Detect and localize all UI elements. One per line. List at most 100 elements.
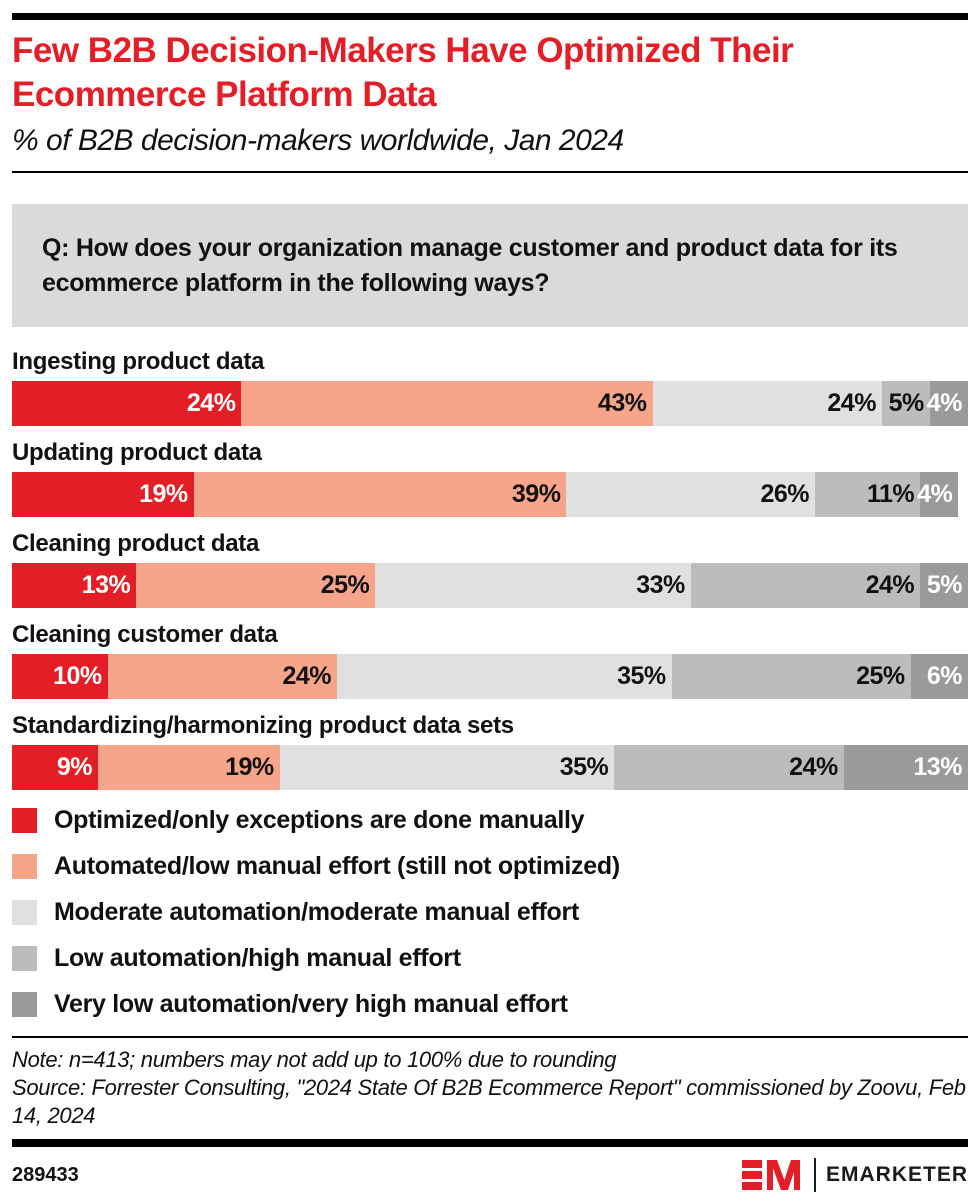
chart-subtitle: % of B2B decision-makers worldwide, Jan … xyxy=(12,124,624,158)
bar-segment: 25% xyxy=(136,563,376,609)
category-label: Cleaning customer data xyxy=(12,621,278,649)
bar-group: Cleaning product data 13% 25% 33% 24% 5% xyxy=(12,530,968,609)
segment-value-label: 26% xyxy=(760,480,809,509)
footer: 289433 EMARKETER xyxy=(12,1158,968,1202)
legend-item: Optimized/only exceptions are done manua… xyxy=(12,806,968,835)
bottom-rule xyxy=(12,1139,968,1147)
page-title: Few B2B Decision-Makers Have Optimized T… xyxy=(12,31,794,115)
legend-label: Optimized/only exceptions are done manua… xyxy=(54,806,585,835)
legend-swatch-icon xyxy=(12,854,37,880)
bar-segment: 43% xyxy=(241,381,653,427)
legend-label: Low automation/high manual effort xyxy=(54,944,461,973)
header-divider xyxy=(12,171,968,174)
stacked-bar: 19% 39% 26% 11% 4% xyxy=(12,472,968,518)
segment-value-label: 11% xyxy=(866,480,915,509)
bar-segment: 13% xyxy=(12,563,137,609)
segment-value-label: 19% xyxy=(225,753,274,782)
category-label: Cleaning product data xyxy=(12,530,260,558)
bar-group: Updating product data 19% 39% 26% 11% 4% xyxy=(12,439,968,518)
bar-segment: 24% xyxy=(12,381,242,427)
bar-segment: 10% xyxy=(12,654,108,700)
segment-value-label: 5% xyxy=(888,389,925,418)
question-box: Q: How does your organization manage cus… xyxy=(12,204,968,328)
bar-segment: 24% xyxy=(107,654,338,700)
bar-segment: 25% xyxy=(671,654,911,700)
legend-label: Automated/low manual effort (still not o… xyxy=(54,852,620,881)
segment-value-label: 4% xyxy=(926,389,963,418)
segment-value-label: 35% xyxy=(617,662,666,691)
legend-label: Very low automation/very high manual eff… xyxy=(54,990,568,1019)
category-label: Standardizing/harmonizing product data s… xyxy=(12,712,514,740)
chart-legend: Optimized/only exceptions are done manua… xyxy=(12,806,968,1019)
stacked-bar: 9% 19% 35% 24% 13% xyxy=(12,745,968,791)
question-text: Q: How does your organization manage cus… xyxy=(42,234,898,297)
legend-label: Moderate automation/moderate manual effo… xyxy=(54,898,579,927)
bar-segment: 35% xyxy=(279,745,615,791)
segment-value-label: 25% xyxy=(856,662,905,691)
segment-value-label: 13% xyxy=(81,571,131,600)
segment-value-label: 25% xyxy=(320,571,370,600)
segment-value-label: 24% xyxy=(282,662,332,691)
bar-segment: 35% xyxy=(337,654,672,700)
segment-value-label: 43% xyxy=(597,389,647,418)
bar-group: Standardizing/harmonizing product data s… xyxy=(12,712,968,791)
segment-value-label: 5% xyxy=(926,571,963,600)
bar-segment: 19% xyxy=(98,745,280,791)
segment-value-label: 33% xyxy=(636,571,685,600)
bar-segment: 13% xyxy=(843,745,968,791)
bar-segment: 5% xyxy=(881,381,930,427)
segment-value-label: 24% xyxy=(827,389,876,418)
bar-segment: 19% xyxy=(12,472,194,518)
top-rule xyxy=(12,13,968,20)
segment-value-label: 13% xyxy=(913,753,962,782)
bar-group: Cleaning customer data 10% 24% 35% 25% 6% xyxy=(12,621,968,700)
legend-item: Low automation/high manual effort xyxy=(12,944,968,973)
legend-swatch-icon xyxy=(12,900,37,926)
segment-value-label: 10% xyxy=(53,662,102,691)
chart-source: Source: Forrester Consulting, "2024 Stat… xyxy=(12,1075,966,1129)
notes-divider xyxy=(12,1036,968,1039)
legend-item: Automated/low manual effort (still not o… xyxy=(12,852,968,881)
chart-note: Note: n=413; numbers may not add up to 1… xyxy=(12,1047,617,1073)
stacked-bar: 10% 24% 35% 25% 6% xyxy=(12,654,968,700)
bar-segment: 6% xyxy=(910,654,968,700)
emarketer-logo: EMARKETER xyxy=(741,1158,968,1192)
bar-segment: 24% xyxy=(614,745,844,791)
segment-value-label: 24% xyxy=(186,389,236,418)
segment-value-label: 35% xyxy=(559,753,609,782)
category-label: Updating product data xyxy=(12,439,262,467)
bar-segment: 4% xyxy=(926,381,968,427)
bar-segment: 24% xyxy=(652,381,882,427)
segment-value-label: 4% xyxy=(917,480,953,509)
legend-swatch-icon xyxy=(12,946,37,972)
segment-value-label: 24% xyxy=(789,753,838,782)
segment-value-label: 39% xyxy=(511,480,561,509)
em-monogram-icon xyxy=(741,1160,800,1190)
legend-swatch-icon xyxy=(12,808,37,834)
stacked-bar: 13% 25% 33% 24% 5% xyxy=(12,563,968,609)
notes-block: Note: n=413; numbers may not add up to 1… xyxy=(12,1046,968,1130)
legend-swatch-icon xyxy=(12,992,37,1018)
bar-segment: 39% xyxy=(193,472,567,518)
bar-segment: 33% xyxy=(375,563,691,609)
stacked-bar-chart: Ingesting product data 24% 43% 24% 5% 4% Updat… xyxy=(12,348,968,791)
legend-item: Moderate automation/moderate manual effo… xyxy=(12,898,968,927)
bar-segment: 4% xyxy=(917,472,959,518)
segment-value-label: 6% xyxy=(926,662,963,691)
category-label: Ingesting product data xyxy=(12,348,265,376)
bar-segment: 9% xyxy=(12,745,99,791)
bar-segment: 26% xyxy=(566,472,815,518)
brand-name: EMARKETER xyxy=(825,1163,968,1186)
logo-divider xyxy=(813,1158,816,1192)
segment-value-label: 9% xyxy=(56,753,93,782)
bar-group: Ingesting product data 24% 43% 24% 5% 4% xyxy=(12,348,968,427)
chart-id: 289433 xyxy=(12,1163,79,1186)
stacked-bar: 24% 43% 24% 5% 4% xyxy=(12,381,968,427)
legend-item: Very low automation/very high manual eff… xyxy=(12,990,968,1019)
bar-segment: 5% xyxy=(920,563,968,609)
bar-segment: 24% xyxy=(690,563,921,609)
segment-value-label: 19% xyxy=(139,480,188,509)
segment-value-label: 24% xyxy=(865,571,915,600)
bar-segment: 11% xyxy=(815,472,921,518)
